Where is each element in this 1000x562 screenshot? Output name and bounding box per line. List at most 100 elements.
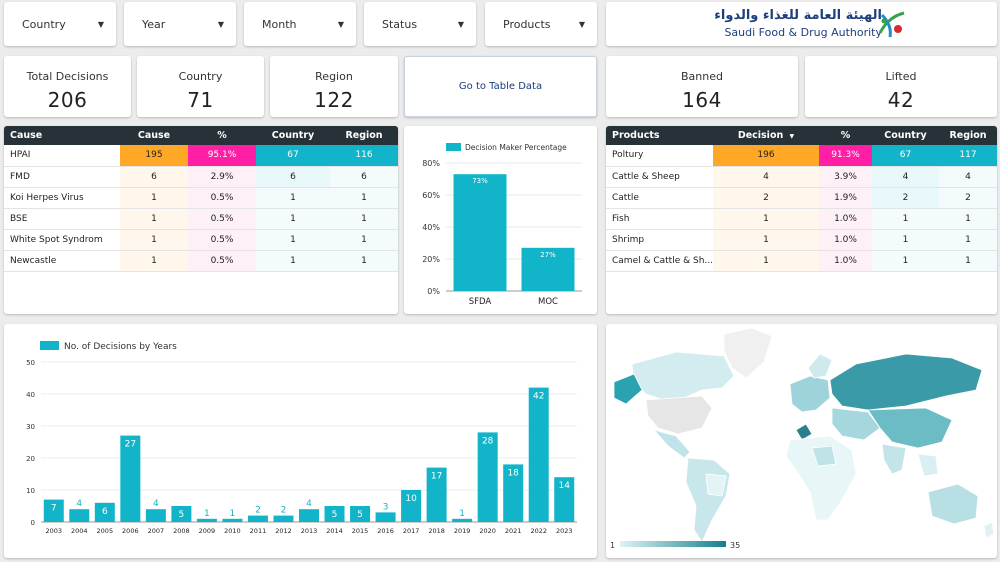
kpi-total-decisions: Total Decisions 206 — [4, 56, 131, 117]
table-cell: 91.3% — [819, 145, 872, 167]
column-header[interactable]: Products — [606, 126, 713, 145]
map-region — [867, 407, 953, 449]
map-region — [645, 395, 713, 435]
legend-swatch — [40, 341, 59, 350]
sfda-logo: الهيئة العامة للغذاء والدواء Saudi Food … — [606, 2, 997, 46]
caret-down-icon: ▼ — [97, 19, 104, 29]
table-cell: 1 — [256, 187, 330, 209]
bar[interactable] — [452, 518, 473, 522]
x-tick-label: 2009 — [199, 527, 216, 535]
column-header[interactable]: Region — [939, 126, 997, 145]
map-region — [652, 429, 691, 459]
column-header[interactable]: % — [819, 126, 872, 145]
table-row[interactable]: Camel & Cattle & Sh... 1 1.0% 1 1 — [606, 250, 997, 272]
bar[interactable] — [453, 174, 507, 291]
table-cell: 6 — [256, 166, 330, 188]
logo-arabic-text: الهيئة العامة للغذاء والدواء — [714, 8, 882, 23]
y-tick-label: 20 — [26, 455, 35, 463]
table-row[interactable]: FMD 6 2.9% 6 6 — [4, 166, 398, 188]
table-row[interactable]: Cattle 2 1.9% 2 2 — [606, 187, 997, 209]
table-cell: 1 — [713, 250, 819, 272]
table-cell: HPAI — [4, 145, 120, 167]
table-cell: 1 — [256, 208, 330, 230]
column-header[interactable]: Cause — [4, 126, 120, 145]
table-row[interactable]: Poltury 196 91.3% 67 117 — [606, 145, 997, 167]
table-cell: 1 — [939, 208, 997, 230]
status-filter[interactable]: Status ▼ — [364, 2, 476, 46]
table-cell: 2 — [713, 187, 819, 209]
decision-maker-chart: 0% 20% 40% 60% 80% Decision Maker Percentage… — [422, 143, 582, 307]
sort-desc-icon[interactable]: ▼ — [789, 133, 795, 140]
bar-value-label: 1 — [204, 509, 210, 519]
bar[interactable] — [426, 467, 447, 522]
kpi-label: Banned — [681, 70, 723, 83]
table-row[interactable]: BSE 1 0.5% 1 1 — [4, 208, 398, 230]
bar[interactable] — [528, 387, 549, 522]
column-header[interactable]: Country — [872, 126, 939, 145]
caret-down-icon: ▼ — [578, 19, 585, 29]
bar[interactable] — [401, 490, 422, 522]
bar[interactable] — [521, 247, 575, 291]
bar[interactable] — [273, 515, 294, 522]
bar[interactable] — [554, 477, 575, 522]
products-table-card: Products Decision ▼ % Country Region Pol… — [606, 126, 997, 314]
x-tick-label: 2019 — [454, 527, 471, 535]
bar-value-label: 3 — [383, 502, 389, 512]
month-filter[interactable]: Month ▼ — [244, 2, 356, 46]
table-cell: 2.9% — [188, 166, 256, 188]
go-to-table-data-link[interactable]: Go to Table Data — [404, 56, 597, 117]
year-filter[interactable]: Year ▼ — [124, 2, 236, 46]
table-row[interactable]: Fish 1 1.0% 1 1 — [606, 208, 997, 230]
bar[interactable] — [247, 515, 268, 522]
bar[interactable] — [324, 506, 345, 522]
cause-table: Cause Cause % Country Region HPAI 195 95… — [4, 126, 398, 272]
bar[interactable] — [222, 518, 243, 522]
column-header[interactable]: Cause — [120, 126, 188, 145]
bar[interactable] — [477, 432, 498, 522]
table-row[interactable]: White Spot Syndrom 1 0.5% 1 1 — [4, 229, 398, 251]
x-tick-label: 2006 — [122, 527, 139, 535]
table-row[interactable]: Shrimp 1 1.0% 1 1 — [606, 229, 997, 251]
bar[interactable] — [171, 506, 192, 522]
decisions-by-years-chart-card: 0 10 20 30 40 50 No. of Decisions by Years 7 2… — [4, 324, 597, 558]
decision-column-header[interactable]: Decision ▼ — [713, 126, 819, 145]
table-row[interactable]: Koi Herpes Virus 1 0.5% 1 1 — [4, 187, 398, 209]
y-tick-label: 50 — [26, 359, 35, 367]
table-cell: 1.0% — [819, 229, 872, 251]
map-legend-gradient — [620, 541, 726, 547]
bar[interactable] — [145, 509, 166, 522]
cause-table-card: Cause Cause % Country Region HPAI 195 95… — [4, 126, 398, 314]
table-cell: 67 — [872, 145, 939, 167]
column-header-label: Decision — [737, 130, 784, 141]
bar[interactable] — [43, 499, 64, 522]
bar[interactable] — [120, 435, 141, 522]
link-label: Go to Table Data — [458, 81, 543, 92]
table-cell: Koi Herpes Virus — [4, 187, 120, 209]
table-row[interactable]: Cattle & Sheep 4 3.9% 4 4 — [606, 166, 997, 188]
bar[interactable] — [299, 509, 319, 522]
column-header[interactable]: Country — [256, 126, 330, 145]
kpi-value: 42 — [887, 88, 915, 112]
table-header-row: Cause Cause % Country Region — [4, 126, 398, 145]
table-cell: 4 — [872, 166, 939, 188]
bar[interactable] — [94, 502, 115, 522]
country-filter[interactable]: Country ▼ — [4, 2, 116, 46]
products-filter[interactable]: Products ▼ — [485, 2, 597, 46]
column-header[interactable]: % — [188, 126, 256, 145]
column-header[interactable]: Region — [330, 126, 398, 145]
country-filter-label: Country — [22, 17, 66, 31]
bar[interactable] — [69, 509, 90, 522]
bar[interactable] — [375, 512, 396, 522]
map-legend-min: 1 — [610, 541, 615, 550]
x-tick-label: 2010 — [224, 527, 241, 535]
bar[interactable] — [196, 518, 217, 522]
table-row[interactable]: HPAI 195 95.1% 67 116 — [4, 145, 398, 167]
table-row[interactable]: Newcastle 1 0.5% 1 1 — [4, 250, 398, 272]
kpi-banned: Banned 164 — [606, 56, 798, 117]
map-legend-max: 35 — [730, 541, 740, 550]
world-map[interactable]: 1 35 — [606, 324, 997, 558]
bar[interactable] — [503, 464, 524, 522]
bar[interactable] — [350, 506, 371, 522]
table-cell: 1 — [330, 250, 398, 272]
kpi-value: 122 — [314, 88, 354, 112]
